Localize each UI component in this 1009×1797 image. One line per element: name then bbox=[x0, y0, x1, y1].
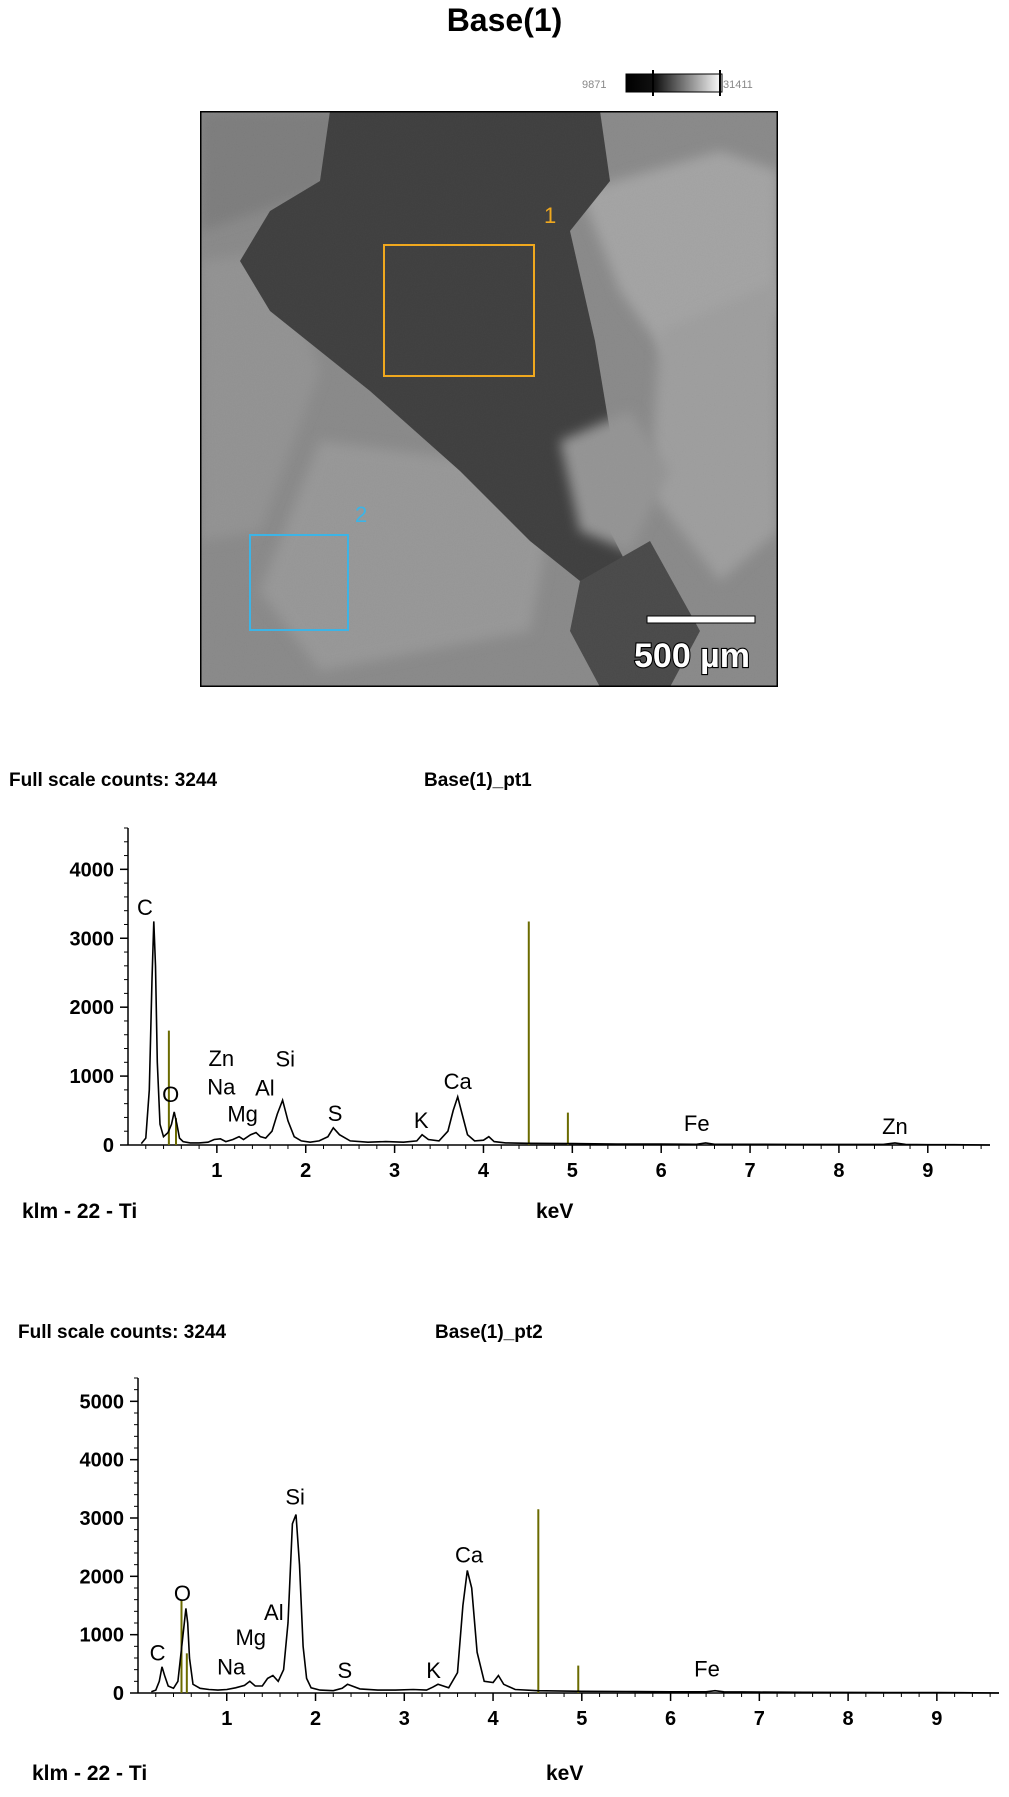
spectrum-1-x-tick-label: 5 bbox=[567, 1160, 578, 1182]
spectrum-2-full-scale: Full scale counts: 3244 bbox=[18, 1322, 227, 1343]
spectrum-2-x-tick-label: 1 bbox=[221, 1708, 232, 1730]
region-1-label: 1 bbox=[544, 203, 556, 228]
spectrum-1-element-label: Mg bbox=[227, 1102, 258, 1127]
spectrum-2-element-label: Ca bbox=[455, 1542, 484, 1567]
spectrum-2-element-label: Al bbox=[264, 1600, 284, 1625]
spectrum-2-sample-label: klm - 22 - Ti bbox=[32, 1762, 148, 1785]
spectrum-1-x-tick-label: 3 bbox=[389, 1160, 400, 1182]
spectrum-2-name: Base(1)_pt2 bbox=[435, 1322, 543, 1343]
spectrum-1-element-label: Si bbox=[276, 1046, 296, 1071]
spectrum-1-element-label: Zn bbox=[882, 1114, 908, 1139]
spectrum-2-y-tick-label: 4000 bbox=[80, 1450, 125, 1472]
spectrum-2-y-tick-label: 0 bbox=[113, 1683, 124, 1705]
intensity-colorbar: 9871 31411 bbox=[560, 66, 800, 102]
spectrum-2-x-tick-label: 7 bbox=[754, 1708, 765, 1730]
colorbar-min-label: 9871 bbox=[582, 79, 607, 91]
spectrum-2-trace bbox=[151, 1514, 1000, 1694]
region-2-label: 2 bbox=[355, 502, 367, 527]
spectrum-2-x-tick-label: 6 bbox=[665, 1708, 676, 1730]
spectrum-2-y-tick-label: 5000 bbox=[80, 1391, 125, 1413]
scale-bar-label: 500 µm bbox=[634, 637, 750, 675]
spectrum-1-y-tick-label: 2000 bbox=[70, 997, 115, 1019]
spectrum-2-x-tick-label: 9 bbox=[931, 1708, 942, 1730]
sem-micrograph: 1 2 500 µm bbox=[200, 111, 778, 687]
spectrum-1-x-tick-label: 7 bbox=[744, 1160, 755, 1182]
spectrum-1-sample-label: klm - 22 - Ti bbox=[22, 1200, 138, 1223]
spectrum-2-element-label: Mg bbox=[235, 1625, 266, 1650]
spectrum-2-y-tick-label: 1000 bbox=[80, 1625, 125, 1647]
spectrum-1-trace bbox=[140, 921, 991, 1146]
region-1-box bbox=[383, 244, 535, 377]
spectrum-1-y-tick-label: 1000 bbox=[70, 1066, 115, 1088]
spectrum-1-element-label: Na bbox=[207, 1075, 236, 1100]
spectrum-1-xlabel: keV bbox=[536, 1200, 574, 1223]
spectrum-2-element-label: S bbox=[337, 1658, 352, 1683]
spectrum-2-x-tick-label: 4 bbox=[487, 1708, 499, 1730]
spectrum-2-element-label: C bbox=[150, 1640, 166, 1665]
spectrum-1-element-label: Ca bbox=[444, 1069, 473, 1094]
spectrum-2-element-label: Si bbox=[285, 1485, 305, 1510]
spectrum-2-element-label: K bbox=[426, 1658, 441, 1683]
spectrum-1-element-label: S bbox=[328, 1101, 343, 1126]
spectrum-2-element-label: Na bbox=[217, 1654, 246, 1679]
spectrum-1-x-tick-label: 1 bbox=[211, 1160, 222, 1182]
spectrum-1-y-tick-label: 3000 bbox=[70, 928, 115, 950]
colorbar-max-label: 31411 bbox=[723, 79, 753, 91]
spectrum-2-x-tick-label: 3 bbox=[399, 1708, 410, 1730]
spectrum-1-element-label: C bbox=[137, 895, 153, 920]
spectrum-1-full-scale: Full scale counts: 3244 bbox=[9, 770, 218, 791]
spectrum-2-x-tick-label: 5 bbox=[576, 1708, 587, 1730]
spectrum-2-element-label: Fe bbox=[694, 1657, 720, 1682]
spectrum-2-x-tick-label: 8 bbox=[843, 1708, 854, 1730]
sem-image-title: Base(1) bbox=[446, 2, 563, 38]
spectrum-2-xlabel: keV bbox=[546, 1762, 584, 1785]
spectrum-2-y-tick-label: 3000 bbox=[80, 1508, 125, 1530]
region-2-box bbox=[249, 534, 349, 631]
spectrum-1-element-label: Al bbox=[255, 1075, 275, 1100]
spectrum-1-element-label: Fe bbox=[684, 1111, 710, 1136]
colorbar-gradient bbox=[625, 70, 723, 96]
scale-bar bbox=[646, 615, 756, 624]
spectrum-1-x-tick-label: 9 bbox=[922, 1160, 933, 1182]
spectrum-1-y-tick-label: 4000 bbox=[70, 859, 115, 881]
spectrum-1-x-tick-label: 6 bbox=[656, 1160, 667, 1182]
spectrum-2-element-label: O bbox=[174, 1581, 191, 1606]
spectrum-2-y-tick-label: 2000 bbox=[80, 1566, 125, 1588]
spectrum-1-x-tick-label: 4 bbox=[478, 1160, 490, 1182]
spectrum-1-element-label: K bbox=[414, 1108, 429, 1133]
spectrum-1-y-tick-label: 0 bbox=[103, 1135, 114, 1157]
spectrum-1-x-tick-label: 2 bbox=[300, 1160, 311, 1182]
spectrum-1-x-tick-label: 8 bbox=[833, 1160, 844, 1182]
spectrum-1-name: Base(1)_pt1 bbox=[424, 770, 532, 791]
spectrum-1-element-label: Zn bbox=[208, 1046, 234, 1071]
spectrum-2-x-tick-label: 2 bbox=[310, 1708, 321, 1730]
spectrum-1-element-label: O bbox=[162, 1082, 179, 1107]
